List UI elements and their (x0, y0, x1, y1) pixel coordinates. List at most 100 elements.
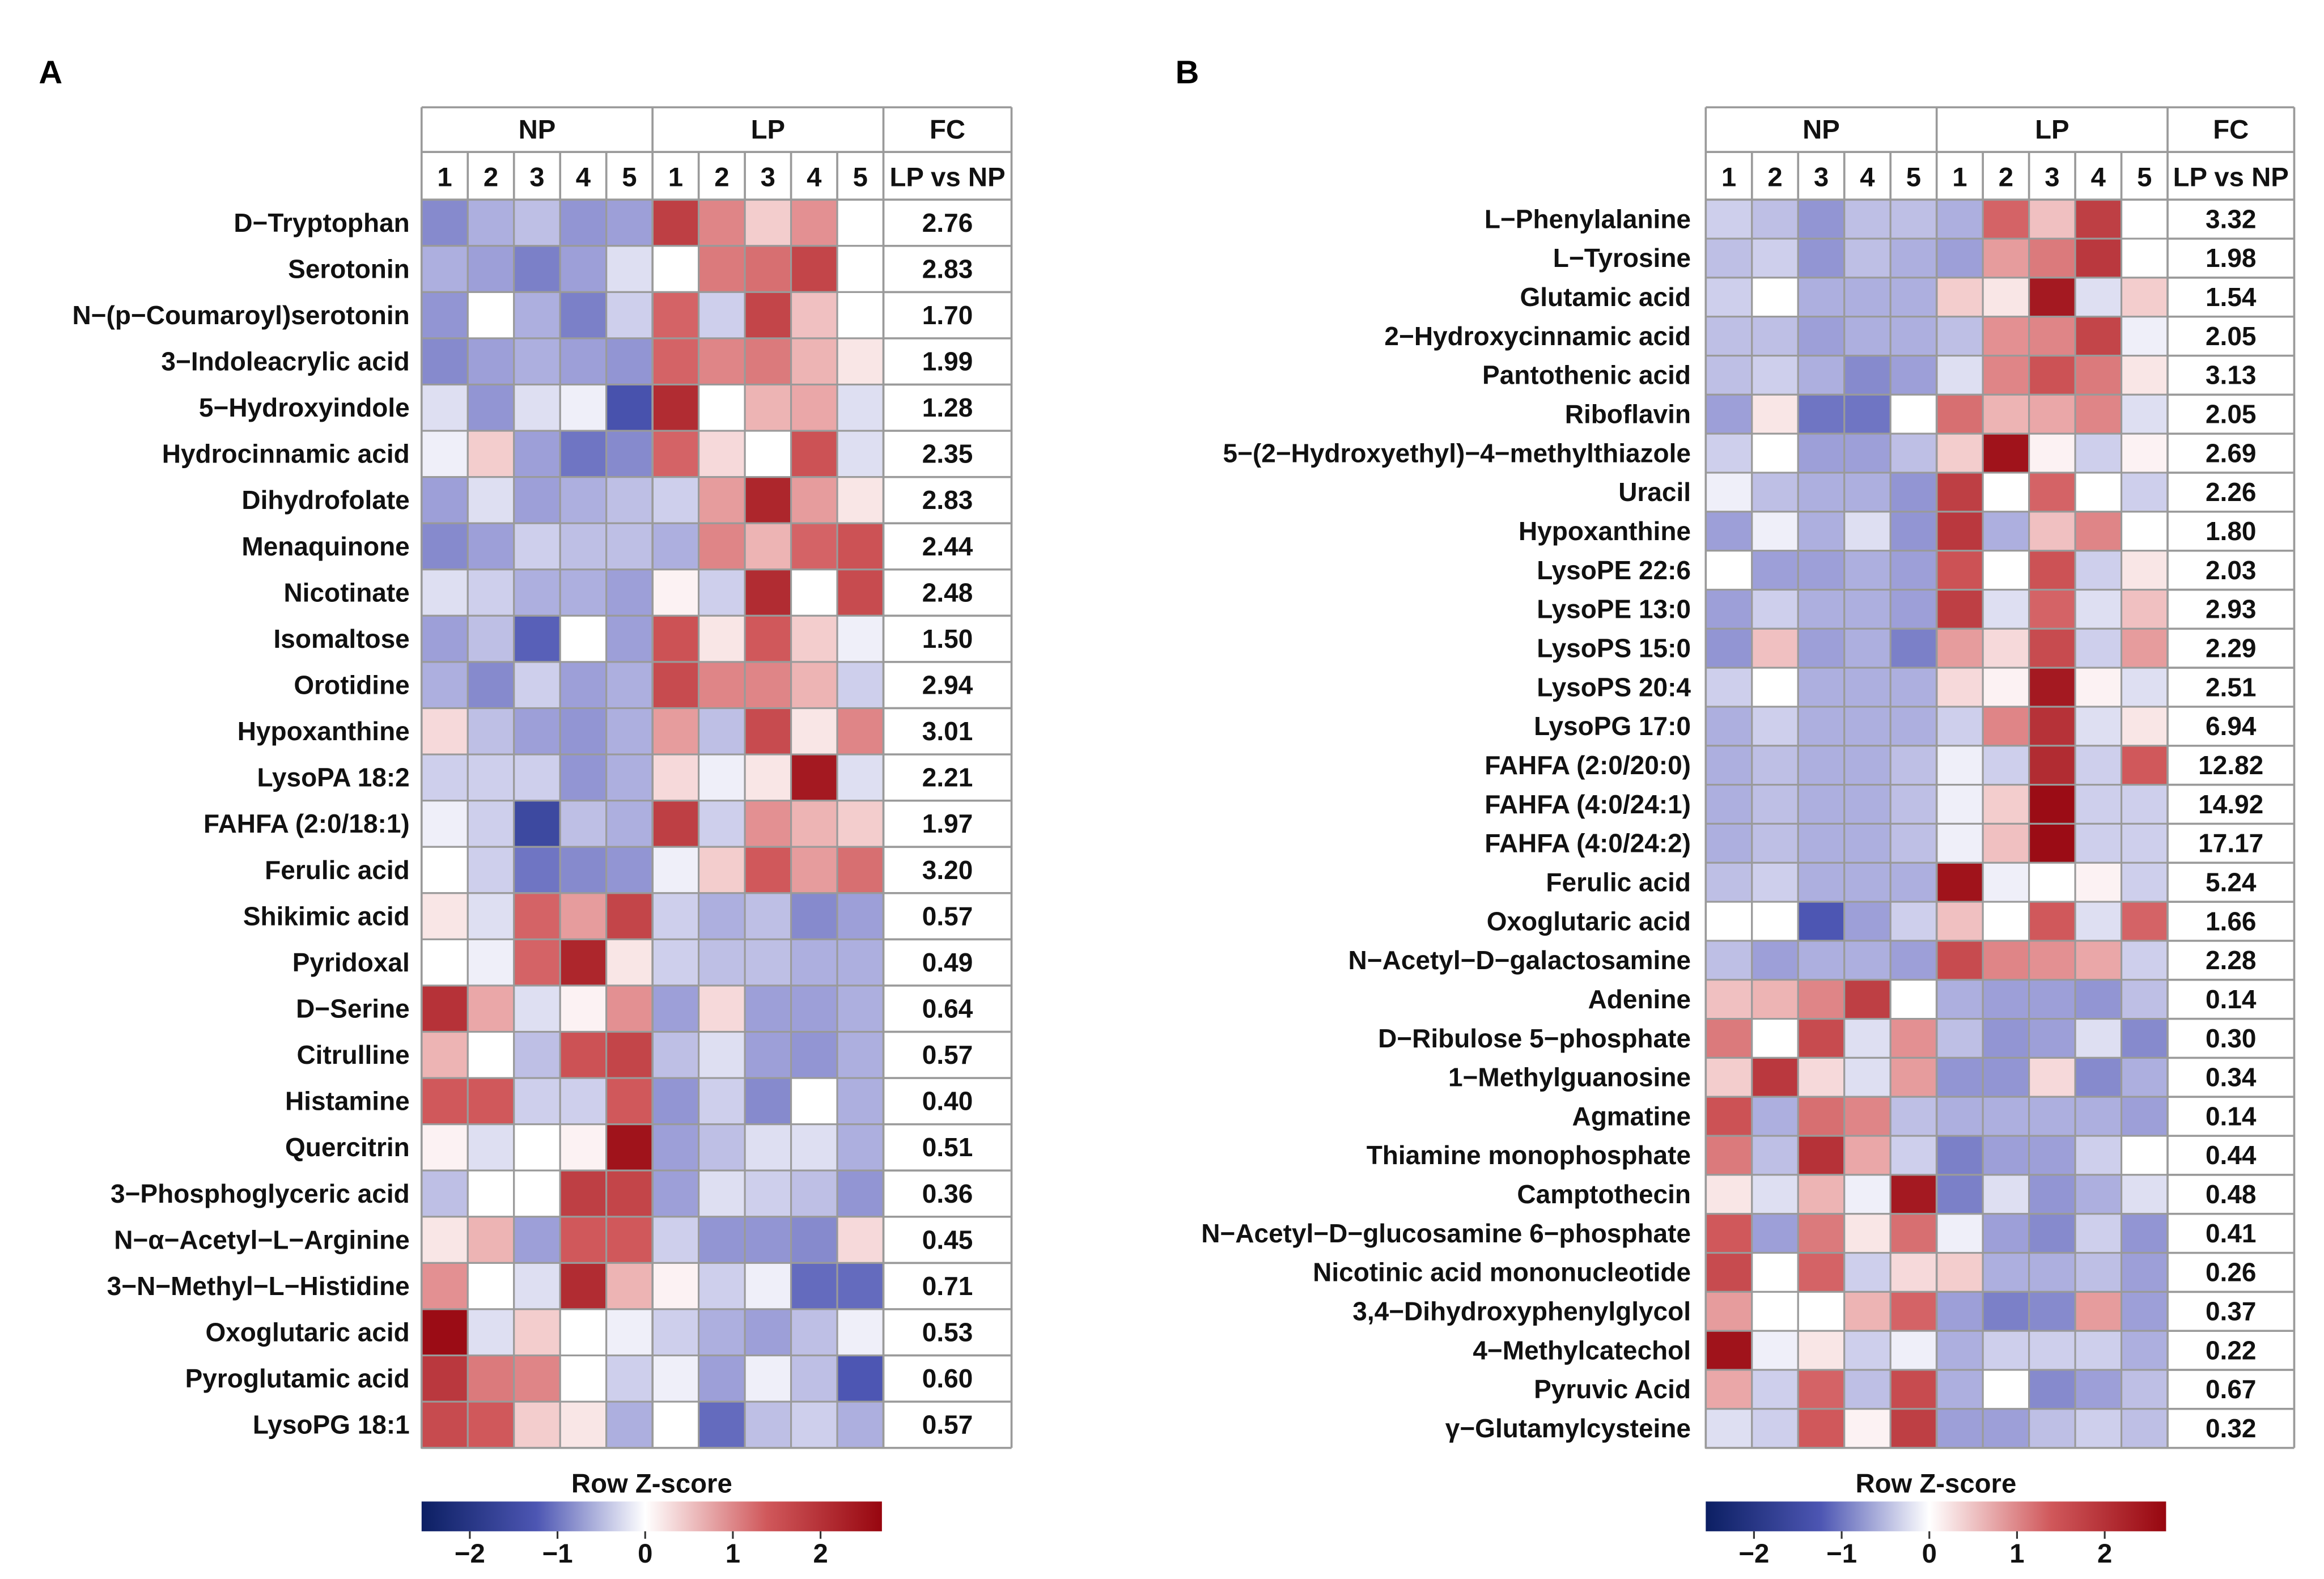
heatmap-cell (744, 753, 792, 802)
heatmap-cell (2120, 940, 2169, 981)
heatmap-cell (1889, 784, 1938, 825)
legend-tick-label: −1 (1826, 1539, 1857, 1569)
heatmap-cell (1936, 1018, 1984, 1059)
heatmap-cell (1936, 784, 1984, 825)
heatmap-cell (559, 1077, 608, 1126)
heatmap-cell (1751, 237, 1799, 279)
legend-tick-label: −2 (1738, 1539, 1769, 1569)
row-label: 3−Indoleacrylic acid (161, 347, 409, 376)
heatmap-cell (1797, 822, 1846, 864)
heatmap-cell (1797, 1330, 1846, 1371)
heatmap-cell (2120, 822, 2169, 864)
heatmap-cell (2028, 706, 2076, 747)
heatmap-cell (559, 1123, 608, 1171)
heatmap-cell (605, 1169, 654, 1218)
heatmap-cell (2074, 940, 2123, 981)
heatmap-cell (421, 1354, 469, 1403)
row-label: Riboflavin (1565, 400, 1691, 429)
heatmap-cell (421, 892, 469, 940)
heatmap-cell (1843, 354, 1892, 396)
heatmap-cell (1889, 472, 1938, 513)
heatmap-cell (1704, 393, 1753, 435)
heatmap-cell (1704, 1369, 1753, 1410)
heatmap-cell (1704, 784, 1753, 825)
heatmap-cell (605, 1308, 654, 1357)
column-label: 3 (529, 163, 544, 193)
heatmap-cell (421, 753, 469, 802)
heatmap-cell (421, 661, 469, 710)
heatmap-cell (2074, 627, 2123, 669)
heatmap-cell (559, 430, 608, 478)
column-label: 1 (1721, 163, 1736, 193)
heatmap-cell (1889, 1018, 1938, 1059)
heatmap-cell (2074, 1096, 2123, 1137)
heatmap-cell (513, 476, 561, 524)
heatmap-cell (559, 800, 608, 848)
heatmap-cell (1889, 1213, 1938, 1254)
heatmap-cell (651, 1123, 700, 1171)
heatmap-cell (513, 892, 561, 940)
fc-value: 0.57 (922, 1410, 973, 1440)
heatmap-cell (467, 753, 515, 802)
heatmap-cell (2028, 1251, 2076, 1293)
heatmap-cell (2028, 979, 2076, 1020)
heatmap-cell (1982, 1408, 2030, 1449)
row-label: Nicotinic acid mononucleotide (1313, 1258, 1691, 1287)
row-label: Orotidine (294, 670, 409, 700)
heatmap-cell (1797, 784, 1846, 825)
heatmap-cell (513, 430, 561, 478)
heatmap-cell (651, 892, 700, 940)
heatmap-cell (1797, 1135, 1846, 1176)
heatmap-cell (836, 568, 885, 617)
heatmap-cell (1936, 550, 1984, 591)
heatmap-cell (1889, 393, 1938, 435)
heatmap-cell (836, 846, 885, 894)
heatmap-cell (651, 1262, 700, 1310)
heatmap-cell (1982, 1174, 2030, 1215)
row-label: Quercitrin (285, 1132, 410, 1162)
row-label: Histamine (285, 1086, 410, 1116)
row-label: Uracil (1618, 477, 1691, 507)
row-label: LysoPG 18:1 (253, 1410, 410, 1440)
heatmap-cell (605, 337, 654, 386)
heatmap-cell (1982, 901, 2030, 942)
heatmap-cell (1797, 550, 1846, 591)
heatmap-cell (1704, 1056, 1753, 1098)
heatmap-cell (1843, 940, 1892, 981)
heatmap-cell (605, 800, 654, 848)
fc-value: 1.28 (922, 393, 973, 422)
heatmap-cell (651, 938, 700, 987)
heatmap-cell (698, 198, 746, 247)
heatmap-cell (744, 1354, 792, 1403)
heatmap-cell (1982, 822, 2030, 864)
heatmap-cell (2120, 198, 2169, 240)
heatmap-cell (1751, 1135, 1799, 1176)
heatmap-cell (1704, 550, 1753, 591)
heatmap-cell (1704, 1213, 1753, 1254)
heatmap-cell (1843, 1291, 1892, 1332)
heatmap-cell (836, 938, 885, 987)
heatmap-cell (836, 1308, 885, 1357)
row-label: Hypoxanthine (1519, 516, 1691, 546)
heatmap-cell (1936, 277, 1984, 318)
heatmap-cell (2028, 511, 2076, 552)
heatmap-cell (2074, 784, 2123, 825)
heatmap-cell (744, 568, 792, 617)
heatmap-cell (651, 800, 700, 848)
heatmap-cell (836, 1169, 885, 1218)
heatmap-cell (1936, 472, 1984, 513)
heatmap-cell (1936, 1408, 1984, 1449)
heatmap-cell (836, 614, 885, 663)
fc-value: 0.57 (922, 901, 973, 931)
heatmap-cell (1843, 550, 1892, 591)
fc-value: 3.13 (2206, 360, 2257, 390)
heatmap-cell (1843, 745, 1892, 786)
heatmap-cell (698, 1308, 746, 1357)
heatmap-cell (1889, 1408, 1938, 1449)
heatmap-cell (698, 892, 746, 940)
heatmap-cell (2028, 1096, 2076, 1137)
heatmap-cell (1936, 354, 1984, 396)
row-label: Pyruvic Acid (1534, 1374, 1691, 1404)
heatmap-cell (1751, 277, 1799, 318)
heatmap-cell (467, 984, 515, 1033)
